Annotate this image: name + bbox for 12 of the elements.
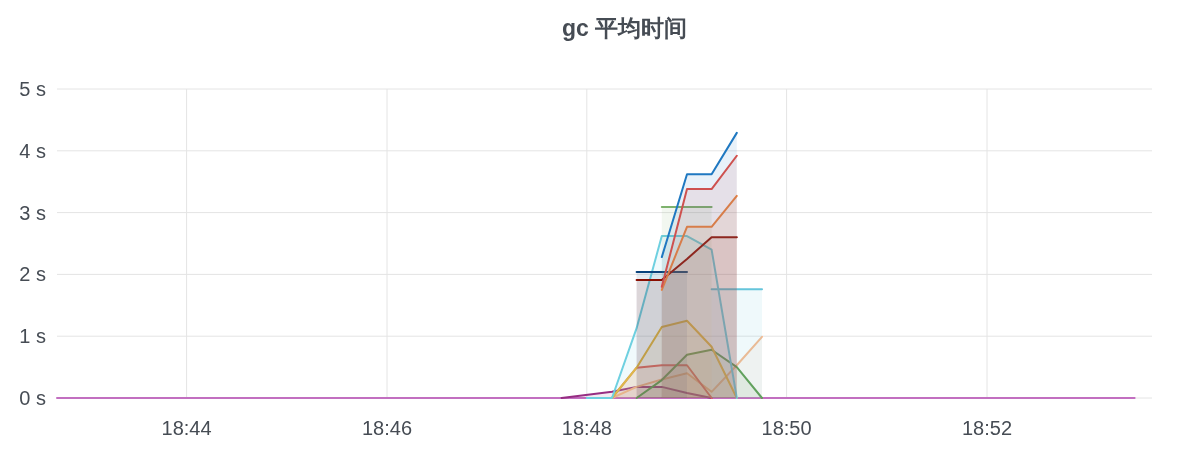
x-tick-label: 18:52 [961,417,1013,439]
y-tick-label: 2 s [19,263,46,286]
chart-title: gc 平均时间 [561,15,688,41]
x-tick-label: 18:48 [561,417,612,439]
y-tick-label: 3 s [19,201,46,224]
x-tick-label: 18:50 [761,417,812,439]
x-tick-label: 18:46 [361,417,413,439]
y-tick-label: 0 s [19,387,46,409]
y-tick-label: 5 s [19,78,46,100]
x-tick-label: 18:44 [161,417,212,439]
y-tick-label: 1 s [19,325,46,348]
y-tick-label: 4 s [19,139,46,162]
